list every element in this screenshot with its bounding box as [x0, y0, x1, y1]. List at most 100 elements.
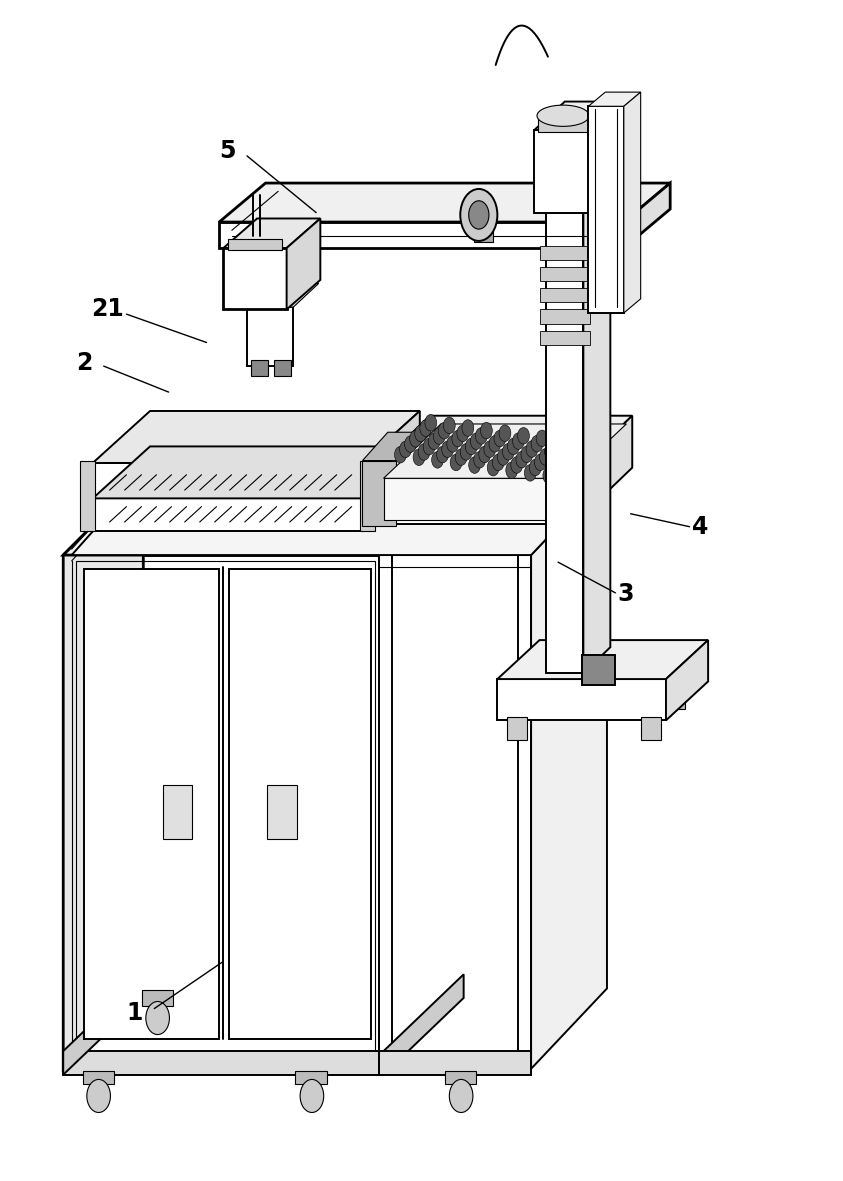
Circle shape: [484, 441, 496, 457]
Circle shape: [395, 446, 406, 463]
Polygon shape: [84, 569, 219, 1039]
Polygon shape: [63, 1051, 384, 1075]
Circle shape: [449, 1079, 473, 1113]
Polygon shape: [251, 360, 268, 376]
Circle shape: [497, 449, 509, 465]
Text: 5: 5: [219, 139, 236, 163]
Polygon shape: [641, 717, 661, 740]
Circle shape: [420, 420, 432, 437]
Polygon shape: [540, 288, 590, 302]
Circle shape: [568, 441, 580, 457]
Polygon shape: [80, 461, 95, 531]
Polygon shape: [93, 498, 362, 531]
Ellipse shape: [537, 105, 589, 126]
Polygon shape: [63, 475, 459, 555]
Circle shape: [447, 436, 459, 452]
Polygon shape: [247, 283, 319, 307]
Circle shape: [415, 425, 427, 442]
Polygon shape: [219, 222, 624, 248]
Polygon shape: [497, 679, 666, 720]
Circle shape: [521, 446, 533, 463]
Text: 21: 21: [92, 298, 124, 321]
Polygon shape: [540, 246, 590, 260]
Polygon shape: [274, 360, 291, 376]
Circle shape: [518, 428, 529, 444]
Polygon shape: [362, 432, 422, 461]
Polygon shape: [371, 416, 632, 472]
Polygon shape: [93, 446, 420, 498]
Circle shape: [507, 438, 519, 455]
Polygon shape: [445, 1071, 476, 1084]
Circle shape: [457, 425, 469, 442]
Polygon shape: [474, 218, 493, 242]
Circle shape: [534, 454, 546, 470]
Circle shape: [479, 446, 491, 463]
Polygon shape: [63, 555, 379, 1069]
Polygon shape: [531, 685, 551, 709]
Circle shape: [555, 432, 566, 449]
Circle shape: [524, 464, 536, 481]
Polygon shape: [93, 463, 362, 498]
Circle shape: [587, 443, 599, 459]
Text: 2: 2: [76, 351, 93, 374]
Circle shape: [513, 433, 524, 450]
Polygon shape: [371, 472, 573, 524]
Polygon shape: [63, 974, 143, 1075]
Circle shape: [506, 462, 518, 478]
Circle shape: [418, 444, 430, 461]
Circle shape: [442, 441, 454, 457]
Polygon shape: [93, 411, 420, 463]
Circle shape: [475, 428, 487, 444]
Text: 4: 4: [691, 515, 708, 539]
Circle shape: [548, 462, 560, 478]
Circle shape: [432, 451, 443, 468]
Circle shape: [577, 454, 588, 470]
Polygon shape: [590, 102, 620, 213]
Polygon shape: [624, 92, 641, 313]
Circle shape: [474, 451, 486, 468]
Polygon shape: [588, 92, 641, 106]
Circle shape: [437, 446, 448, 463]
Polygon shape: [287, 218, 320, 309]
Polygon shape: [507, 717, 527, 740]
Polygon shape: [582, 655, 615, 685]
Circle shape: [413, 449, 425, 465]
Polygon shape: [624, 183, 670, 248]
Circle shape: [582, 449, 593, 465]
Circle shape: [563, 446, 575, 463]
Polygon shape: [163, 785, 192, 839]
Circle shape: [462, 419, 474, 436]
Circle shape: [423, 438, 435, 455]
Circle shape: [146, 1001, 169, 1035]
Circle shape: [526, 441, 538, 457]
Circle shape: [536, 430, 548, 446]
Circle shape: [499, 425, 511, 442]
Polygon shape: [362, 411, 420, 498]
Circle shape: [87, 1079, 110, 1113]
Polygon shape: [247, 307, 293, 366]
Polygon shape: [223, 218, 320, 248]
Polygon shape: [362, 461, 396, 526]
Circle shape: [405, 436, 416, 452]
Polygon shape: [546, 187, 610, 213]
Polygon shape: [540, 309, 590, 324]
Circle shape: [573, 436, 585, 452]
Polygon shape: [360, 461, 375, 531]
Circle shape: [502, 444, 514, 461]
Polygon shape: [228, 239, 282, 250]
Polygon shape: [379, 1051, 531, 1075]
Circle shape: [450, 455, 462, 471]
Polygon shape: [573, 416, 632, 524]
Polygon shape: [63, 475, 143, 1069]
Polygon shape: [142, 990, 173, 1006]
Circle shape: [481, 423, 492, 439]
Polygon shape: [497, 640, 708, 679]
Circle shape: [511, 457, 523, 474]
Polygon shape: [583, 187, 610, 673]
Circle shape: [545, 443, 556, 459]
Text: 3: 3: [617, 582, 634, 606]
Text: 1: 1: [126, 1001, 143, 1025]
Circle shape: [487, 459, 499, 476]
Circle shape: [470, 433, 482, 450]
Polygon shape: [531, 475, 607, 1069]
